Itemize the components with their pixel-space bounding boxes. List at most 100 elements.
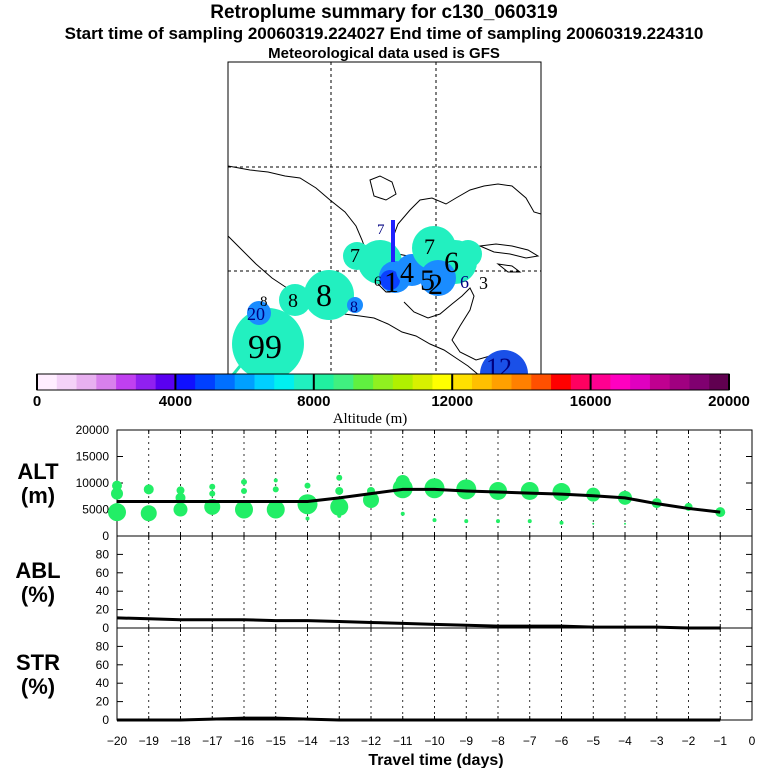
x-tick-label: −1	[713, 734, 727, 748]
y-tick-label: 60	[96, 658, 110, 672]
x-tick-label: −4	[618, 734, 632, 748]
x-tick-label: −14	[297, 734, 318, 748]
plume-label: 5	[420, 264, 435, 297]
colorbar-swatch	[155, 374, 176, 390]
plume-bubble	[420, 260, 456, 296]
colorbar-swatch	[511, 374, 532, 390]
colorbar-tick-label: 4000	[159, 393, 192, 410]
plume-label: 7	[350, 245, 360, 267]
y-axis-label: STR	[16, 650, 60, 675]
x-tick-label: −20	[107, 734, 128, 748]
x-tick-label: −8	[491, 734, 505, 748]
altitude-bubble	[273, 478, 278, 483]
plume-label: 3	[479, 273, 488, 293]
island	[496, 263, 522, 273]
x-axis-label: Travel time (days)	[368, 752, 503, 768]
y-tick-label: 0	[102, 621, 109, 635]
colorbar-swatch	[610, 374, 631, 390]
altitude-bubble	[624, 522, 626, 525]
altitude-bubble	[209, 483, 216, 490]
plume-label: 8	[288, 290, 298, 312]
altitude-colorbar: 0 4000 8000 12000 16000 20000 Altitude (m)	[33, 373, 750, 427]
altitude-bubble	[552, 483, 571, 502]
x-tick-label: −11	[393, 734, 413, 748]
colorbar-tick-label: 0	[33, 393, 41, 410]
colorbar-swatch	[709, 374, 730, 390]
altitude-bubble	[241, 478, 247, 485]
y-axis-label: (m)	[21, 483, 55, 508]
y-axis-label: ABL	[15, 558, 60, 583]
plume-label: 7	[424, 234, 435, 259]
altitude-bubble	[112, 480, 122, 491]
plume-bubble	[279, 284, 311, 316]
map-panel: 7 7 7 4 1 5 2 6 6 6 3 8 8 8 8 20 99 12	[227, 61, 542, 382]
x-tick-label: −2	[682, 734, 696, 748]
colorbar-swatch	[333, 374, 354, 390]
y-axis-label: (%)	[21, 582, 55, 607]
plume-label: 2	[428, 268, 443, 301]
y-tick-label: 0	[102, 529, 109, 543]
colorbar-swatch	[294, 374, 315, 390]
colorbar-swatch	[630, 374, 651, 390]
altitude-bubble	[496, 519, 500, 524]
altitude-bubble	[464, 519, 469, 524]
x-tick-label: −5	[586, 734, 600, 748]
altitude-bubble	[304, 482, 311, 489]
plume-label: 20	[247, 304, 265, 324]
y-axis-label: ALT	[17, 459, 59, 484]
plume-label: 7	[377, 222, 385, 238]
colorbar-swatch	[432, 374, 453, 390]
x-tick-label: −12	[361, 734, 382, 748]
colorbar-swatch	[373, 374, 394, 390]
colorbar-swatch	[195, 374, 216, 390]
colorbar-swatch	[491, 374, 513, 390]
y-tick-label: 60	[96, 566, 110, 580]
colorbar-swatch	[471, 374, 493, 390]
altitude-bubble	[108, 503, 126, 522]
altitude-bubble	[297, 494, 318, 515]
x-tick-label: −3	[650, 734, 664, 748]
altitude-bubble	[143, 484, 154, 495]
colorbar-swatch	[274, 374, 295, 390]
altitude-bubble	[335, 486, 344, 495]
colorbar-tick-label: 8000	[297, 393, 330, 410]
y-tick-label: 20	[96, 695, 110, 709]
chart-title: Retroplume summary for c130_060319	[210, 2, 558, 23]
y-tick-label: 40	[96, 584, 110, 598]
altitude-bubble	[432, 518, 437, 523]
altitude-bubble	[456, 479, 477, 500]
y-tick-label: 5000	[82, 503, 109, 517]
str-line	[117, 716, 721, 722]
altitude-bubble	[272, 486, 279, 493]
plume-label: 6	[374, 274, 382, 290]
altitude-bubble	[337, 513, 342, 518]
y-tick-label: 80	[96, 547, 110, 561]
colorbar-swatch	[175, 374, 196, 390]
colorbar-swatch	[76, 374, 97, 390]
x-tick-label: −9	[459, 734, 473, 748]
altitude-bubble	[111, 487, 123, 500]
colorbar-swatch	[412, 374, 433, 390]
colorbar-swatch	[214, 374, 236, 390]
plume-label: 8	[260, 294, 268, 310]
colorbar-swatch	[570, 374, 592, 390]
plume-bubble	[347, 297, 363, 313]
plume-bubble	[247, 301, 271, 325]
mean-altitude-line	[117, 487, 721, 514]
colorbar-tick-label: 12000	[431, 393, 473, 410]
altitude-bubble	[176, 486, 185, 495]
altitude-bubble	[336, 474, 343, 481]
altitude-bubble	[527, 519, 532, 524]
plume-bubble	[232, 308, 304, 376]
plume-label: 99	[248, 329, 282, 366]
colorbar-swatch	[353, 374, 374, 390]
plume-bubble	[454, 240, 482, 268]
sampling-time-range: Start time of sampling 20060319.224027 E…	[64, 24, 704, 43]
x-tick-label: −13	[329, 734, 350, 748]
island	[478, 243, 540, 259]
colorbar-tick-label: 16000	[570, 393, 612, 410]
time-series-panels: 20000150001000050000ALT(m)806040200ABL(%…	[15, 423, 755, 768]
colorbar-swatch	[37, 374, 58, 390]
colorbar-swatch	[56, 374, 78, 390]
colorbar-swatch	[689, 374, 710, 390]
